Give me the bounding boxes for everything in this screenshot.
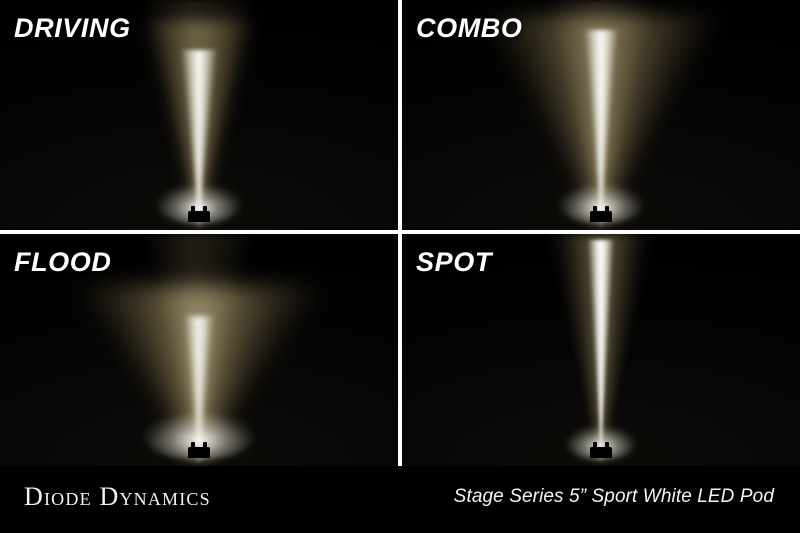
panel-label-flood: FLOOD (14, 247, 112, 277)
panel-combo: COMBO (402, 0, 800, 230)
panel-label-spot: SPOT (416, 247, 492, 277)
panel-spot: SPOT (402, 234, 800, 466)
panel-flood: FLOOD (0, 234, 398, 466)
led-pod-silhouette-combo (590, 206, 612, 222)
product-name-caption: Stage Series 5” Sport White LED Pod (453, 486, 774, 507)
panel-driving: DRIVING (0, 0, 398, 230)
panel-grid: DRIVING COMBO FLOOD (0, 0, 800, 466)
led-pod-silhouette-flood (188, 442, 210, 458)
led-pod-silhouette-spot (590, 442, 612, 458)
panel-label-combo: COMBO (416, 13, 523, 43)
brand-wordmark: Diode Dynamics (24, 482, 211, 511)
led-pod-silhouette-driving (188, 206, 210, 222)
footer-bar: Diode Dynamics Stage Series 5” Sport Whi… (0, 466, 800, 533)
panel-label-driving: DRIVING (14, 13, 131, 43)
